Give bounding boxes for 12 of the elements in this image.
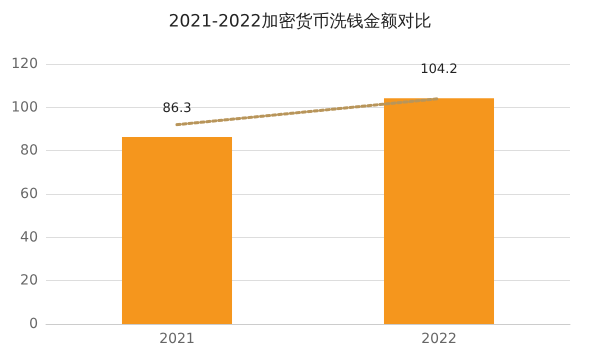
data-label: 86.3 — [162, 101, 192, 116]
y-tick-label: 20 — [20, 272, 38, 289]
y-tick-label: 80 — [20, 142, 38, 159]
y-tick-label: 120 — [11, 56, 38, 72]
y-tick-label: 60 — [20, 186, 38, 202]
y-tick-label: 0 — [29, 316, 38, 332]
chart-title: 2021-2022加密货币洗钱金额对比 — [168, 12, 432, 32]
data-label: 104.2 — [420, 62, 458, 78]
y-tick-label: 40 — [20, 229, 38, 246]
x-tick-label: 2022 — [421, 331, 457, 347]
y-tick-label: 100 — [11, 99, 38, 116]
x-tick-label: 2021 — [159, 331, 195, 347]
